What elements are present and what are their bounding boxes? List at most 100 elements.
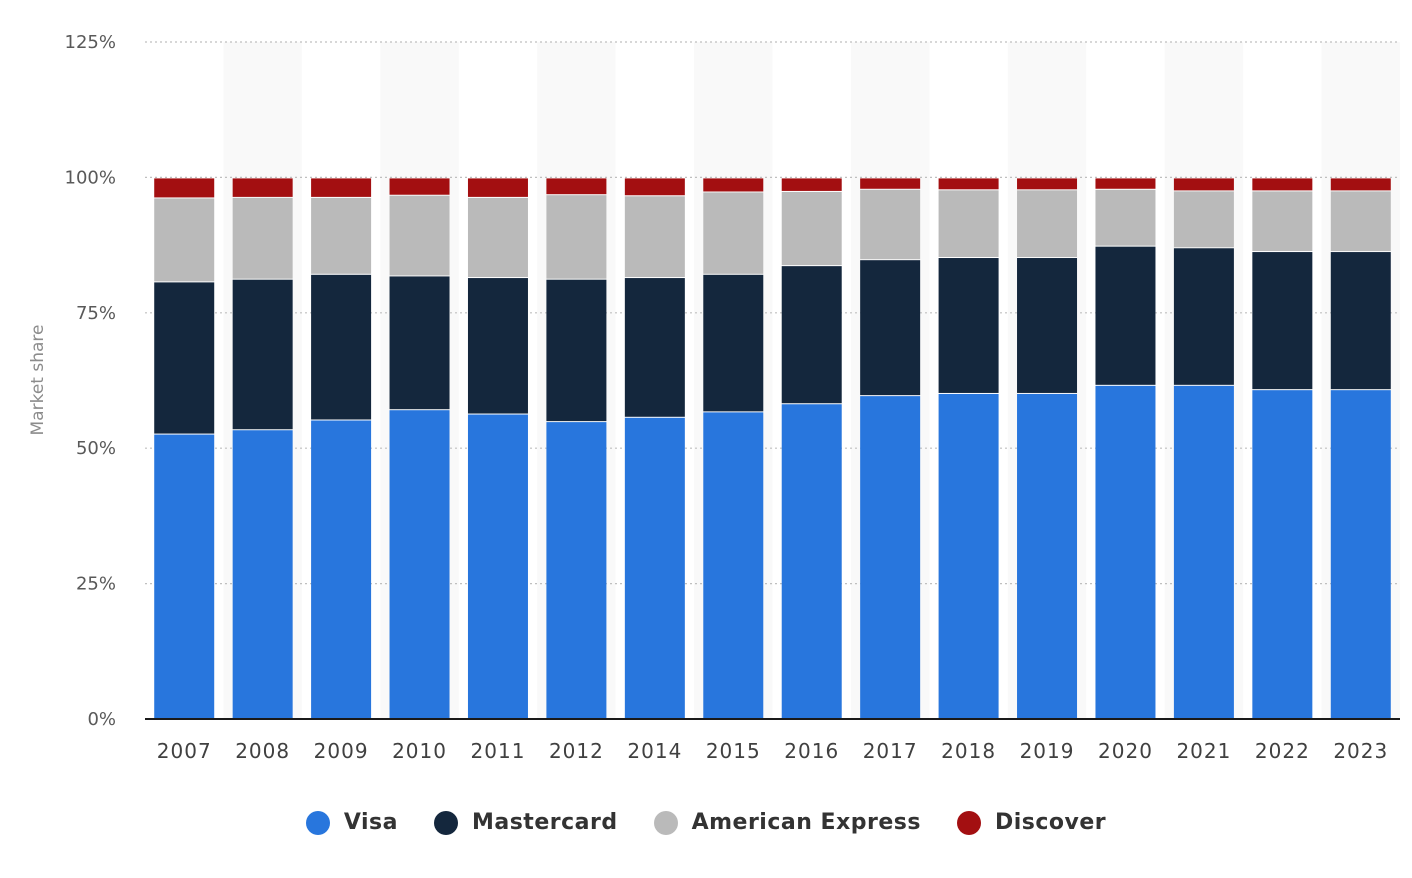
legend-label: Visa <box>343 810 398 835</box>
bar-segment-american-express[interactable] <box>389 195 450 276</box>
y-tick-label: 25% <box>76 574 116 595</box>
bar-segment-mastercard[interactable] <box>1252 252 1313 390</box>
bar-segment-mastercard[interactable] <box>860 260 921 396</box>
legend-item-mastercard[interactable]: Mastercard <box>433 810 618 835</box>
bar-segment-american-express[interactable] <box>1095 189 1156 246</box>
bar-segment-discover[interactable] <box>1252 178 1313 191</box>
x-tick-label: 2010 <box>392 739 447 763</box>
y-tick-label: 75% <box>76 303 116 324</box>
bar-segment-visa[interactable] <box>1095 385 1156 719</box>
bar-segment-mastercard[interactable] <box>781 266 842 404</box>
bar-segment-mastercard[interactable] <box>1017 258 1078 393</box>
bar-segment-visa[interactable] <box>1330 390 1391 719</box>
legend: Visa Mastercard American Express Discover <box>0 810 1412 835</box>
x-tick-label: 2009 <box>314 739 369 763</box>
bar-segment-mastercard[interactable] <box>389 276 450 410</box>
bar-segment-american-express[interactable] <box>1173 191 1234 248</box>
bar-segment-visa[interactable] <box>154 434 215 719</box>
x-tick-label: 2014 <box>627 739 682 763</box>
bar-segment-discover[interactable] <box>311 178 372 197</box>
bar-segment-mastercard[interactable] <box>1095 246 1156 385</box>
x-tick-label: 2020 <box>1098 739 1153 763</box>
bar-segment-visa[interactable] <box>624 417 685 719</box>
legend-label: American Express <box>691 810 921 835</box>
bar-segment-visa[interactable] <box>781 404 842 719</box>
x-tick-label: 2011 <box>471 739 526 763</box>
bar-segment-mastercard[interactable] <box>232 279 293 430</box>
bar-segment-discover[interactable] <box>467 178 528 197</box>
bar-segment-discover[interactable] <box>1173 178 1234 191</box>
bar-segment-american-express[interactable] <box>1017 190 1078 258</box>
bar-segment-mastercard[interactable] <box>154 282 215 434</box>
legend-label: Discover <box>994 810 1107 835</box>
bar-segment-american-express[interactable] <box>467 197 528 278</box>
bar-segment-visa[interactable] <box>1173 385 1234 719</box>
x-tick-label: 2016 <box>784 739 839 763</box>
bar-segment-visa[interactable] <box>467 414 528 719</box>
bar-segment-visa[interactable] <box>1252 390 1313 719</box>
bar-segment-american-express[interactable] <box>1252 191 1313 252</box>
bar-segment-american-express[interactable] <box>154 198 215 282</box>
x-tick-label: 2018 <box>941 739 996 763</box>
bar-segment-discover[interactable] <box>860 178 921 189</box>
bar-segment-mastercard[interactable] <box>546 279 607 422</box>
x-axis-ticks: 2007 2008 2009 2010 2011 2012 2014 2015 2016 2017… <box>157 739 1387 763</box>
bar-segment-discover[interactable] <box>546 178 607 195</box>
x-tick-label: 2012 <box>549 739 604 763</box>
bar-segment-american-express[interactable] <box>311 197 372 274</box>
bar-segment-visa[interactable] <box>311 420 372 719</box>
bar-segment-visa[interactable] <box>546 422 607 719</box>
y-tick-label: 125% <box>65 32 116 53</box>
bar-segment-discover[interactable] <box>154 178 215 198</box>
legend-item-discover[interactable]: Discover <box>956 810 1107 835</box>
x-tick-label: 2007 <box>157 739 212 763</box>
legend-item-visa[interactable]: Visa <box>305 810 398 835</box>
bar-segment-visa[interactable] <box>232 430 293 719</box>
bar-segment-visa[interactable] <box>389 410 450 719</box>
bar-segment-american-express[interactable] <box>781 191 842 266</box>
bar-segment-discover[interactable] <box>938 178 999 190</box>
bar-segment-american-express[interactable] <box>624 196 685 278</box>
bar-segment-mastercard[interactable] <box>624 278 685 417</box>
y-tick-label: 0% <box>87 709 116 730</box>
bar-segment-american-express[interactable] <box>860 189 921 260</box>
bar-segment-american-express[interactable] <box>546 195 607 279</box>
bar-segment-mastercard[interactable] <box>1330 252 1391 390</box>
y-axis-ticks: 0% 25% 50% 75% 100% 125% <box>65 32 116 730</box>
x-tick-label: 2015 <box>706 739 761 763</box>
bar-segment-discover[interactable] <box>624 178 685 196</box>
bar-segment-discover[interactable] <box>232 178 293 197</box>
legend-marker <box>653 810 678 835</box>
bar-segment-discover[interactable] <box>781 178 842 191</box>
x-tick-label: 2022 <box>1255 739 1310 763</box>
bars <box>154 178 1391 719</box>
stacked-bar-chart: 0% 25% 50% 75% 100% 125% 2007 2008 2009 2010 2011… <box>28 32 1400 763</box>
x-tick-label: 2008 <box>235 739 290 763</box>
bar-segment-discover[interactable] <box>703 178 764 192</box>
bar-segment-discover[interactable] <box>1330 178 1391 191</box>
x-tick-label: 2021 <box>1176 739 1231 763</box>
bar-segment-mastercard[interactable] <box>467 278 528 414</box>
bar-segment-discover[interactable] <box>1017 178 1078 190</box>
bar-segment-mastercard[interactable] <box>311 274 372 420</box>
y-tick-label: 50% <box>76 438 116 459</box>
bar-segment-american-express[interactable] <box>703 192 764 274</box>
bar-segment-american-express[interactable] <box>232 197 293 279</box>
bar-segment-discover[interactable] <box>389 178 450 195</box>
bar-segment-visa[interactable] <box>703 412 764 719</box>
legend-item-american-express[interactable]: American Express <box>653 810 921 835</box>
bar-segment-mastercard[interactable] <box>1173 248 1234 385</box>
bar-segment-visa[interactable] <box>860 396 921 719</box>
bar-segment-mastercard[interactable] <box>703 274 764 412</box>
bar-segment-american-express[interactable] <box>938 190 999 258</box>
bar-segment-mastercard[interactable] <box>938 258 999 393</box>
bar-segment-visa[interactable] <box>938 393 999 719</box>
y-axis-label: Market share <box>28 325 48 436</box>
bar-segment-visa[interactable] <box>1017 393 1078 719</box>
bar-segment-discover[interactable] <box>1095 178 1156 189</box>
legend-marker <box>956 810 981 835</box>
y-tick-label: 100% <box>65 167 116 188</box>
legend-marker <box>433 810 458 835</box>
x-tick-label: 2019 <box>1020 739 1075 763</box>
bar-segment-american-express[interactable] <box>1330 191 1391 252</box>
